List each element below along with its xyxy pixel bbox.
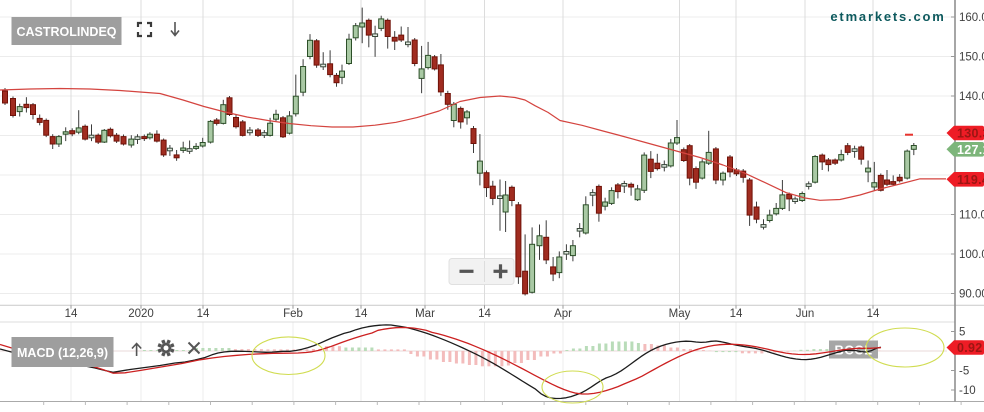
svg-text:5: 5	[959, 327, 965, 339]
svg-text:Apr: Apr	[554, 308, 572, 320]
svg-text:130.3: 130.3	[957, 127, 984, 141]
svg-text:150.00: 150.00	[959, 52, 984, 64]
svg-text:140.00: 140.00	[959, 91, 984, 103]
svg-text:Mar: Mar	[415, 308, 435, 320]
svg-text:0.92: 0.92	[957, 341, 983, 355]
svg-text:2020: 2020	[128, 308, 154, 320]
svg-text:CASTROLINDEQ: CASTROLINDEQ	[17, 25, 117, 39]
svg-text:14: 14	[730, 308, 743, 320]
svg-text:14: 14	[65, 308, 78, 320]
svg-text:14: 14	[867, 308, 880, 320]
svg-text:-10: -10	[959, 385, 976, 397]
svg-text:Jun: Jun	[796, 308, 815, 320]
svg-text:-5: -5	[959, 366, 969, 378]
svg-text:110.00: 110.00	[959, 210, 984, 222]
svg-text:119.4: 119.4	[957, 173, 984, 187]
svg-text:Feb: Feb	[283, 308, 303, 320]
svg-text:14: 14	[355, 308, 368, 320]
svg-text:127.1: 127.1	[957, 143, 984, 157]
svg-text:14: 14	[478, 308, 491, 320]
svg-text:MACD (12,26,9): MACD (12,26,9)	[17, 346, 108, 360]
svg-text:100.00: 100.00	[959, 249, 984, 261]
svg-text:May: May	[669, 308, 691, 320]
svg-text:etmarkets.com: etmarkets.com	[830, 9, 945, 24]
svg-text:160.00: 160.00	[959, 12, 984, 24]
svg-text:90.00: 90.00	[959, 289, 984, 301]
svg-text:14: 14	[197, 308, 210, 320]
